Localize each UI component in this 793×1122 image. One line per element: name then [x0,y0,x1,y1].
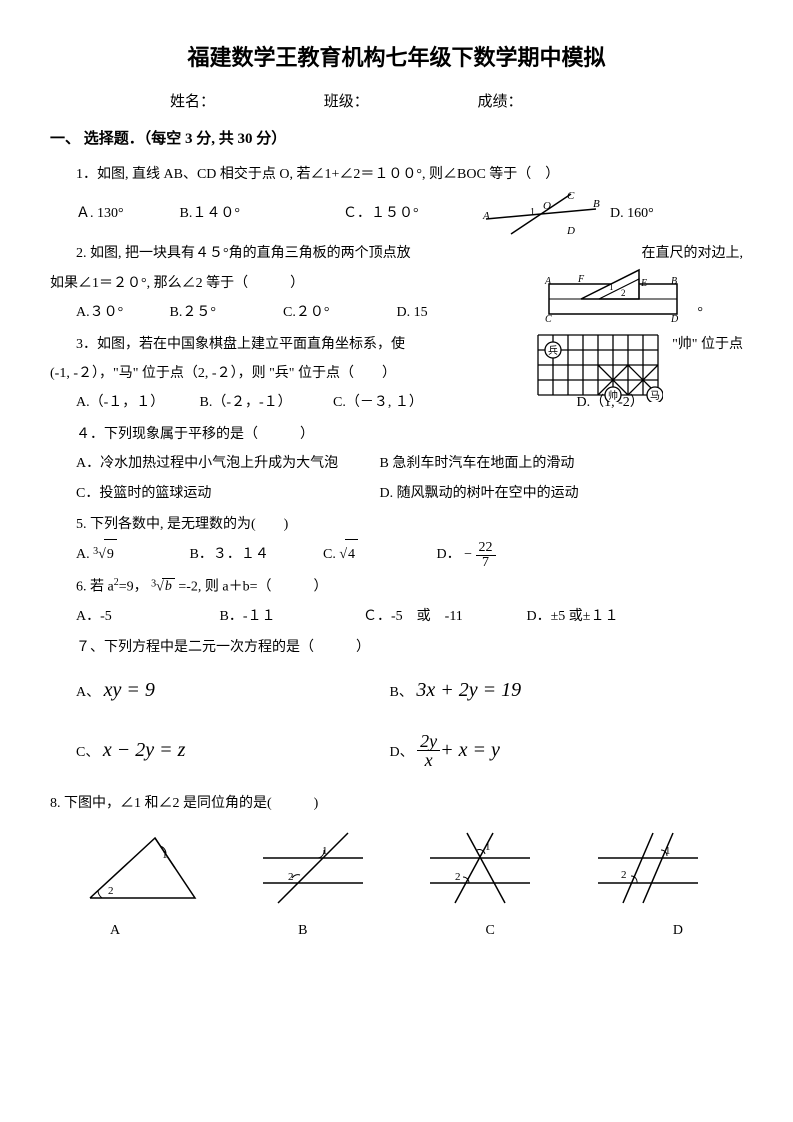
q7-opt-b: B、 3x + 2y = 19 [390,669,522,711]
q8-text: 8. 下图中，∠1 和∠2 是同位角的是( ) [50,789,743,818]
q1-opt-c: Ｃ．１５０° [343,199,473,228]
q8-fig-a: 1 2 [80,828,210,908]
q2-opt-d-tail: ° [697,298,703,327]
q3-opt-b: B.（-２，-１） [200,388,330,417]
q6-opt-b: B．-１１ [220,602,360,631]
q1-opt-a: Ａ. 130° [76,199,176,228]
svg-text:兵: 兵 [548,344,558,357]
q7-opt-a: A、 xy = 9 [76,669,386,711]
q1-text: 1．如图, 直线 AB、CD 相交于点 O, 若∠1+∠2＝１００°, 则∠BO… [50,160,743,189]
q2-opt-b: B.２５° [170,298,280,327]
svg-text:2: 2 [621,869,627,881]
page-title: 福建数学王教育机构七年级下数学期中模拟 [50,40,743,72]
q5-opt-d: D． − 227 [437,540,496,569]
q8-fig-d: 1 2 [583,828,713,908]
svg-text:B: B [593,198,600,210]
svg-text:O: O [543,200,551,212]
question-7: ７、下列方程中是二元一次方程的是（ ） A、 xy = 9 B、 3x + 2y… [50,633,743,770]
q8-fig-b: 1 2 [248,828,378,908]
q1-opt-d: D. 160° [610,199,654,228]
q3-line1a: 3．如图，若在中国象棋盘上建立平面直角坐标系，使 [76,337,405,352]
question-4: ４．下列现象属于平移的是（ ） A．冷水加热过程中小气泡上升成为大气泡 B 急刹… [50,420,743,508]
student-info: 姓名： 班级： 成绩： [50,90,743,111]
svg-text:2: 2 [455,871,461,883]
q6-text: 6. 若 a2=9， 3√b =-2, 则 a＋b=（ ） [50,572,743,602]
svg-text:1: 1 [665,845,671,857]
svg-text:2: 2 [621,288,626,298]
section-1-header: 一、 选择题．（每空 3 分, 共 30 分） [50,127,743,148]
q6-opt-a: A．-5 [76,602,216,631]
q8-label-d: D [673,916,683,945]
svg-text:1: 1 [485,841,491,853]
q5-opt-b: B．３．１４ [190,540,320,569]
svg-text:D: D [566,225,575,237]
question-1: 1．如图, 直线 AB、CD 相交于点 O, 若∠1+∠2＝１００°, 则∠BO… [50,160,743,237]
q4-text: ４．下列现象属于平移的是（ ） [50,420,743,449]
svg-text:D: D [670,314,679,322]
q8-fig-c: 1 2 [415,828,545,908]
question-3: 3．如图，若在中国象棋盘上建立平面直角坐标系，使 "帅" 位于点 (-1, -２… [50,330,743,418]
svg-text:2: 2 [108,885,114,897]
q6-opt-d: D．±5 或±１１ [527,602,619,631]
q8-label-b: B [298,916,307,945]
q3-line1b: "帅" 位于点 [672,330,743,359]
q4-opt-d: D. 随风飘动的树叶在空中的运动 [380,479,579,508]
q4-opt-a: A．冷水加热过程中小气泡上升成为大气泡 [76,449,376,478]
question-6: 6. 若 a2=9， 3√b =-2, 则 a＋b=（ ） A．-5 B．-１１… [50,572,743,631]
svg-text:帅: 帅 [608,389,618,402]
q4-opt-b: B 急刹车时汽车在地面上的滑动 [380,449,575,478]
q7-opt-c: C、 x − 2y = z [76,729,386,771]
svg-text:E: E [640,278,647,289]
q2-opt-c: C.２０° [283,298,393,327]
q7-opt-d: D、 2yx + x = y [390,729,500,771]
q1-figure: A B C D O 1 [481,189,601,237]
q8-label-c: C [486,916,495,945]
question-8: 8. 下图中，∠1 和∠2 是同位角的是( ) 1 2 1 2 [50,789,743,946]
q8-label-a: A [110,916,120,945]
q6-opt-c: Ｃ．-5 或 -11 [363,602,523,631]
q2-line1a: 2. 如图, 把一块具有４５°角的直角三角板的两个顶点放 [76,246,411,261]
svg-text:1: 1 [162,849,168,861]
svg-text:A: A [544,276,552,287]
svg-text:马: 马 [650,390,660,402]
q3-opt-c: C.（－３, １） [333,388,453,417]
q2-opt-a: A.３０° [76,298,166,327]
svg-text:1: 1 [530,207,535,218]
q5-text: 5. 下列各数中, 是无理数的为( ) [50,510,743,539]
q7-text: ７、下列方程中是二元一次方程的是（ ） [50,633,743,662]
class-field: 班级： [324,90,474,111]
svg-text:C: C [545,314,552,322]
score-field: 成绩： [478,90,523,111]
svg-text:B: B [671,276,677,287]
svg-text:A: A [482,210,490,222]
name-field: 姓名： [170,90,320,111]
q8-diagrams: 1 2 1 2 1 2 [50,818,743,908]
q4-opt-c: C．投篮时的篮球运动 [76,479,376,508]
q1-opt-b: B.１４０° [180,199,340,228]
question-2: 2. 如图, 把一块具有４５°角的直角三角板的两个顶点放 在直尺的对边上, 如果… [50,239,743,327]
q2-figure: A F E B C D 2 1 [543,264,683,322]
q2-opt-d: D. 15 [397,298,437,327]
svg-text:F: F [577,274,585,285]
svg-text:C: C [567,190,575,202]
q5-opt-a: A. 3√9 [76,539,186,569]
q3-figure: 兵 帅 马 [533,330,663,402]
question-5: 5. 下列各数中, 是无理数的为( ) A. 3√9 B．３．１４ C. √4 … [50,510,743,570]
svg-text:1: 1 [609,282,614,292]
q3-opt-a: A.（-１，１） [76,388,196,417]
q5-opt-c: C. √4 [323,539,433,569]
